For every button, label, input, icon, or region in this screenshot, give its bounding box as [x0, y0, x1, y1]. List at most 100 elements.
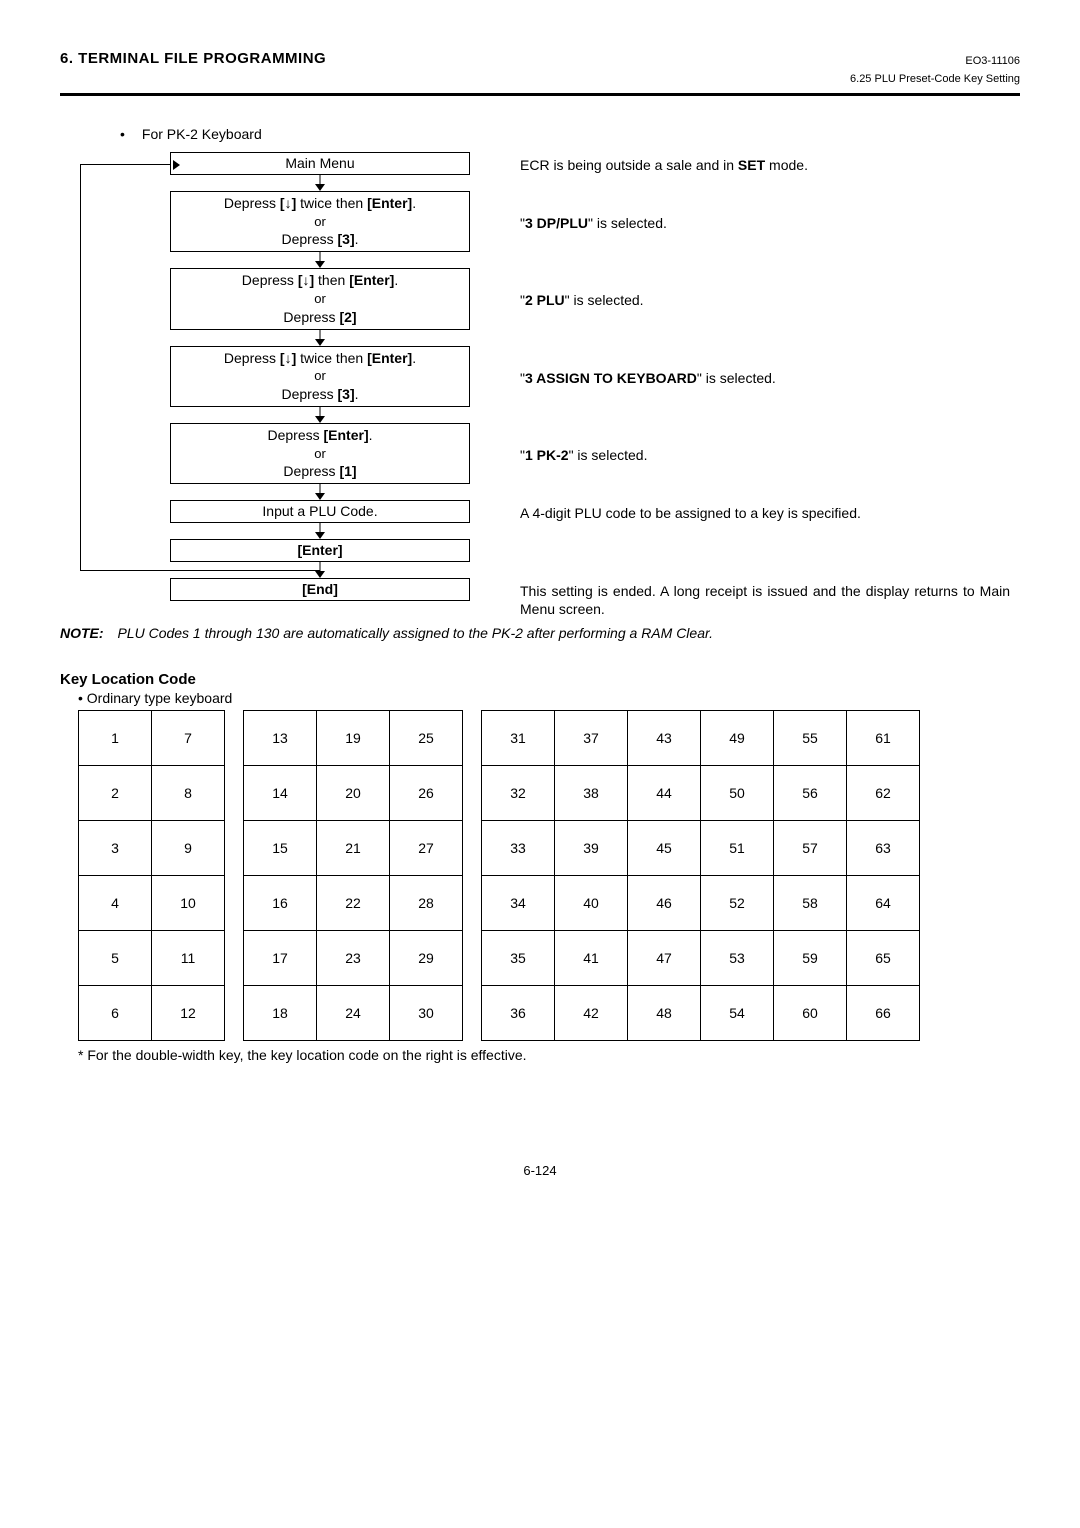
key-cell: 1: [79, 710, 152, 765]
key-cell: 8: [152, 765, 225, 820]
entry-arrow-icon: [80, 164, 175, 165]
key-cell: 6: [79, 985, 152, 1040]
flow-step-desc: "2 PLU" is selected.: [520, 291, 1010, 309]
key-cell: 48: [628, 985, 701, 1040]
key-cell: 13: [244, 710, 317, 765]
key-cell: 17: [244, 930, 317, 985]
key-cell: 2: [79, 765, 152, 820]
key-cell: 39: [555, 820, 628, 875]
key-cell: 54: [701, 985, 774, 1040]
key-cell: 49: [701, 710, 774, 765]
key-cell: 26: [390, 765, 463, 820]
loop-line: [80, 164, 81, 571]
key-cell: 62: [847, 765, 920, 820]
key-cell: 14: [244, 765, 317, 820]
key-location-sub: • Ordinary type keyboard: [78, 690, 1020, 706]
key-cell: 11: [152, 930, 225, 985]
key-cell: 16: [244, 875, 317, 930]
flow-step-desc: "3 DP/PLU" is selected.: [520, 214, 1010, 232]
arrow-down-icon: [320, 562, 321, 578]
note-label: NOTE:: [60, 625, 104, 641]
key-cell: 7: [152, 710, 225, 765]
key-cell: 10: [152, 875, 225, 930]
key-cell: 50: [701, 765, 774, 820]
flow-step-desc: ECR is being outside a sale and in SET m…: [520, 156, 1010, 174]
key-cell: 65: [847, 930, 920, 985]
key-cell: 46: [628, 875, 701, 930]
key-cell: 45: [628, 820, 701, 875]
flow-step-box: Depress [↓] twice then [Enter].orDepress…: [170, 191, 470, 252]
key-cell: 9: [152, 820, 225, 875]
key-tables: 1728394105116121319251420261521271622281…: [78, 710, 1020, 1041]
header-rule: [60, 93, 1020, 96]
flow-step-box: Input a PLU Code.: [170, 500, 470, 523]
key-block-table: 131925 142026 152127 162228 172329 182430: [243, 710, 463, 1041]
flow-step-desc: A 4-digit PLU code to be assigned to a k…: [520, 504, 1010, 522]
key-cell: 12: [152, 985, 225, 1040]
key-cell: 58: [774, 875, 847, 930]
key-cell: 18: [244, 985, 317, 1040]
key-cell: 23: [317, 930, 390, 985]
key-cell: 55: [774, 710, 847, 765]
flow-step-box: [Enter]: [170, 539, 470, 562]
key-cell: 59: [774, 930, 847, 985]
key-cell: 61: [847, 710, 920, 765]
page-number: 6-124: [60, 1163, 1020, 1178]
key-location-heading: Key Location Code: [60, 671, 1020, 688]
key-block-table: 172839410511612: [78, 710, 225, 1041]
flow-step-desc: This setting is ended. A long receipt is…: [520, 582, 1010, 618]
key-cell: 28: [390, 875, 463, 930]
key-cell: 15: [244, 820, 317, 875]
key-cell: 30: [390, 985, 463, 1040]
arrow-down-icon: [320, 175, 321, 191]
key-cell: 22: [317, 875, 390, 930]
key-cell: 37: [555, 710, 628, 765]
key-cell: 5: [79, 930, 152, 985]
flow-step-box: Main Menu: [170, 152, 470, 175]
key-cell: 56: [774, 765, 847, 820]
key-cell: 40: [555, 875, 628, 930]
note-body: PLU Codes 1 through 130 are automaticall…: [117, 625, 713, 641]
key-cell: 31: [482, 710, 555, 765]
bullet-line: • For PK-2 Keyboard: [120, 126, 1020, 142]
key-cell: 44: [628, 765, 701, 820]
key-cell: 57: [774, 820, 847, 875]
flow-step-desc: "3 ASSIGN TO KEYBOARD" is selected.: [520, 369, 1010, 387]
loop-bottom-line: [80, 570, 320, 571]
key-cell: 32: [482, 765, 555, 820]
key-cell: 3: [79, 820, 152, 875]
flow-step-box: [End]: [170, 578, 470, 601]
key-cell: 4: [79, 875, 152, 930]
key-cell: 64: [847, 875, 920, 930]
key-cell: 21: [317, 820, 390, 875]
flow-step-desc: "1 PK-2" is selected.: [520, 446, 1010, 464]
subtitle: 6.25 PLU Preset-Code Key Setting: [60, 73, 1020, 85]
key-cell: 52: [701, 875, 774, 930]
key-cell: 27: [390, 820, 463, 875]
key-cell: 63: [847, 820, 920, 875]
bullet-dot: •: [120, 126, 138, 142]
section-title: 6. TERMINAL FILE PROGRAMMING: [60, 50, 326, 67]
key-cell: 33: [482, 820, 555, 875]
key-cell: 51: [701, 820, 774, 875]
flowchart: Main Menu Depress [↓] twice then [Enter].…: [150, 152, 1020, 601]
arrow-down-icon: [320, 407, 321, 423]
key-cell: 24: [317, 985, 390, 1040]
key-cell: 19: [317, 710, 390, 765]
doc-code: EO3-11106: [965, 55, 1020, 67]
key-cell: 53: [701, 930, 774, 985]
key-cell: 41: [555, 930, 628, 985]
key-block-table: 3137434955613238445056623339455157633440…: [481, 710, 920, 1041]
key-cell: 36: [482, 985, 555, 1040]
key-cell: 60: [774, 985, 847, 1040]
key-cell: 20: [317, 765, 390, 820]
key-cell: 29: [390, 930, 463, 985]
flow-step-box: Depress [↓] then [Enter].orDepress [2]: [170, 268, 470, 329]
key-cell: 25: [390, 710, 463, 765]
key-cell: 42: [555, 985, 628, 1040]
arrow-down-icon: [320, 523, 321, 539]
key-cell: 43: [628, 710, 701, 765]
note-line: NOTE: PLU Codes 1 through 130 are automa…: [60, 625, 1020, 641]
key-cell: 38: [555, 765, 628, 820]
arrow-down-icon: [320, 252, 321, 268]
